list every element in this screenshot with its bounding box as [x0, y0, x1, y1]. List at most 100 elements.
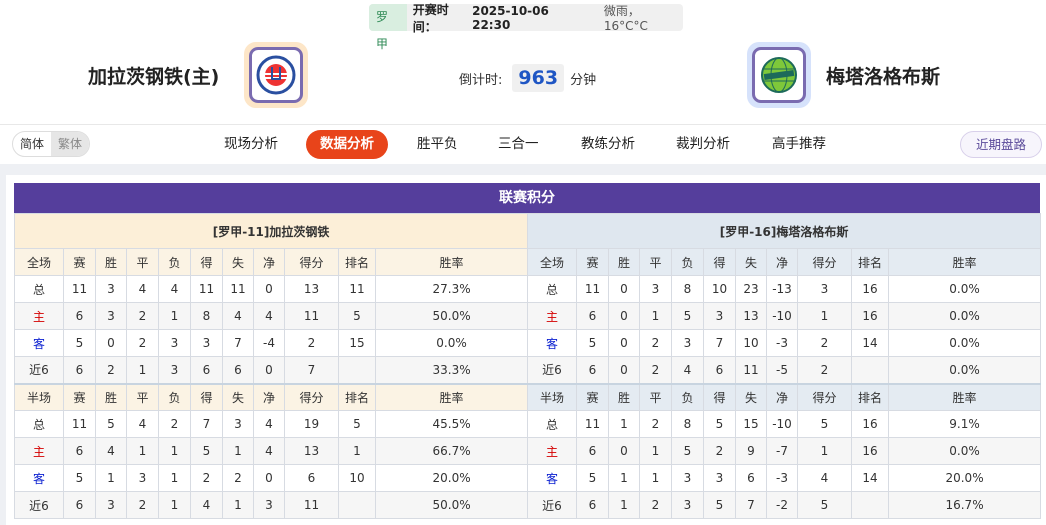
column-header: 净	[253, 382, 285, 411]
column-header: 平	[126, 248, 159, 276]
table-cell: 3	[253, 491, 285, 519]
column-header: 全场	[527, 248, 577, 276]
table-cell: 2	[284, 329, 339, 357]
table-cell: 4	[253, 437, 285, 465]
table-cell: 16	[851, 302, 889, 330]
table-cell: 50.0%	[374, 302, 529, 330]
league-badge[interactable]: 罗甲	[369, 4, 407, 51]
column-header: 负	[158, 382, 191, 411]
table-cell: 2	[190, 464, 223, 492]
table-cell: 3	[190, 329, 223, 357]
table-cell: 9.1%	[887, 410, 1042, 438]
table-cell: 11	[576, 275, 609, 303]
home-table-caption: [罗甲-11]加拉茨钢铁	[13, 213, 529, 249]
tab-coach-analysis[interactable]: 教练分析	[581, 136, 635, 152]
tab-expert-picks[interactable]: 高手推荐	[772, 136, 826, 152]
table-cell: 1	[158, 491, 191, 519]
tab-data-analysis[interactable]: 数据分析	[306, 130, 388, 159]
table-cell: 7	[284, 356, 339, 384]
table-cell: 0.0%	[374, 329, 529, 357]
table-cell: 6	[63, 491, 96, 519]
table-cell: 5	[576, 464, 609, 492]
row-label: 主	[14, 302, 64, 330]
table-cell: 2	[126, 302, 159, 330]
table-row: 客 5 1 3 1 2 2 0 6 10 20.0%	[14, 464, 529, 492]
table-cell: 1	[639, 464, 672, 492]
tab-live-analysis[interactable]: 现场分析	[224, 136, 278, 152]
column-header: 赛	[576, 248, 609, 276]
table-cell: 20.0%	[887, 464, 1042, 492]
tab-three-in-one[interactable]: 三合一	[498, 136, 539, 152]
table-cell: 4	[190, 491, 223, 519]
table-cell: 5	[671, 302, 704, 330]
table-cell	[338, 491, 376, 519]
table-cell: 6	[284, 464, 339, 492]
table-cell: 3	[126, 464, 159, 492]
table-cell: 16	[851, 275, 889, 303]
table-cell: 0	[608, 356, 640, 384]
table-cell: 3	[158, 329, 191, 357]
recent-handicap-button[interactable]: 近期盘路	[960, 131, 1042, 158]
table-cell: -13	[766, 275, 798, 303]
table-cell: 10	[338, 464, 376, 492]
table-cell: 16.7%	[887, 491, 1042, 519]
table-cell: 4	[126, 275, 159, 303]
table-cell: 6	[576, 302, 609, 330]
nav-bar: 简体 繁体 现场分析 数据分析 胜平负 三合一 教练分析 裁判分析 高手推荐 近…	[0, 124, 1046, 164]
column-header: 得	[703, 248, 736, 276]
table-cell: 1	[126, 356, 159, 384]
table-cell: 50.0%	[374, 491, 529, 519]
table-cell: 6	[63, 437, 96, 465]
table-cell: -4	[253, 329, 285, 357]
column-header: 平	[639, 382, 672, 411]
home-team-name[interactable]: 加拉茨钢铁(主)	[88, 66, 220, 88]
table-cell: 2	[222, 464, 254, 492]
column-header: 负	[671, 382, 704, 411]
countdown-unit: 分钟	[570, 72, 597, 88]
column-header: 赛	[576, 382, 609, 411]
table-cell: 20.0%	[374, 464, 529, 492]
table-cell: 0.0%	[887, 275, 1042, 303]
table-cell: 19	[284, 410, 339, 438]
table-cell: 2	[95, 356, 127, 384]
away-table-caption: [罗甲-16]梅塔洛格布斯	[526, 213, 1042, 249]
tab-referee-analysis[interactable]: 裁判分析	[676, 136, 730, 152]
lang-simplified[interactable]: 简体	[20, 137, 45, 151]
table-cell: 5	[797, 491, 852, 519]
table-cell: 2	[639, 410, 672, 438]
tab-win-draw-loss[interactable]: 胜平负	[417, 136, 458, 152]
table-cell: 11	[63, 275, 96, 303]
away-team-name[interactable]: 梅塔洛格布斯	[826, 66, 941, 88]
column-header: 失	[222, 382, 254, 411]
row-label: 客	[14, 464, 64, 492]
table-cell: 6	[63, 302, 96, 330]
lang-traditional[interactable]: 繁体	[51, 132, 90, 156]
table-cell: 2	[639, 329, 672, 357]
table-cell: 5	[671, 437, 704, 465]
table-cell: 3	[95, 302, 127, 330]
table-cell: 3	[797, 275, 852, 303]
table-cell: 1	[639, 302, 672, 330]
table-cell: 2	[126, 329, 159, 357]
table-cell: 1	[95, 464, 127, 492]
away-team-logo[interactable]	[747, 42, 811, 108]
table-cell: 5	[576, 329, 609, 357]
table-cell: 2	[126, 491, 159, 519]
match-info-bar: 罗甲 开赛时间： 2025-10-06 22:30 微雨，16°C°C	[369, 3, 683, 51]
table-cell: 6	[576, 437, 609, 465]
table-cell: 0.0%	[887, 437, 1042, 465]
table-cell: 11	[576, 410, 609, 438]
home-team-logo[interactable]	[244, 42, 308, 108]
row-label: 近6	[527, 491, 577, 519]
kickoff-label: 开赛时间：	[412, 2, 449, 34]
column-header: 失	[222, 248, 254, 276]
away-standings-table: [罗甲-16]梅塔洛格布斯 全场赛胜平负得失净得分 排名 胜率总 11 0 3 8 10 23 -1…	[526, 213, 1042, 519]
column-header: 得分	[284, 248, 339, 276]
table-cell: 4	[95, 437, 127, 465]
table-cell: 0.0%	[887, 302, 1042, 330]
table-cell: -7	[766, 437, 798, 465]
table-cell: 7	[735, 491, 767, 519]
table-row: 主 6 3 2 1 8 4 4 11 5 50.0%	[14, 302, 529, 330]
column-header: 赛	[63, 248, 96, 276]
table-cell: 0.0%	[887, 356, 1042, 384]
